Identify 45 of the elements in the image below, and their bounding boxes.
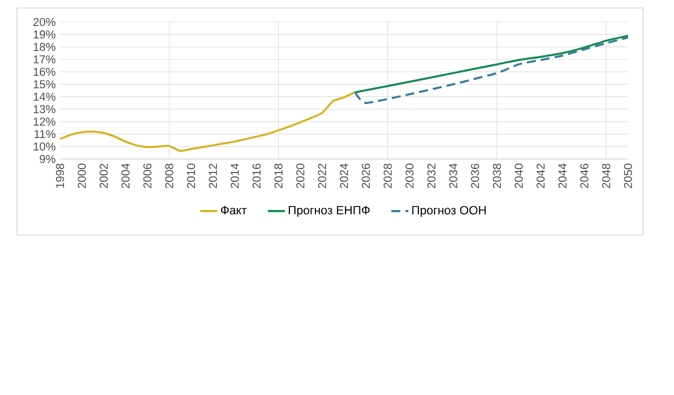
x-tick-label: 2012 <box>208 164 217 188</box>
x-tick-label: 2008 <box>165 164 174 188</box>
y-tick-label: 11% <box>34 130 56 138</box>
x-tick-label: 2022 <box>318 164 326 188</box>
legend-label: Факт <box>220 206 247 214</box>
y-tick-label: 20% <box>33 18 56 26</box>
x-tick-label: 2028 <box>384 164 392 188</box>
line-series <box>354 34 628 94</box>
x-tick-label: 2020 <box>296 164 304 188</box>
x-tick-label: 2030 <box>405 164 414 188</box>
y-tick-label: 14% <box>34 92 56 101</box>
legend-label: Прогноз ООН <box>412 206 486 217</box>
x-tick-label: 2032 <box>427 164 436 188</box>
x-tick-label: 2002 <box>100 164 108 188</box>
x-tick-label: 2040 <box>514 164 523 188</box>
y-tick-label: 15% <box>34 80 56 88</box>
x-tick-label: 2026 <box>362 164 370 188</box>
y-tick-label: 12% <box>34 118 56 126</box>
x-tick-label: 2050 <box>624 164 632 188</box>
x-tick-label: 2038 <box>492 164 501 188</box>
y-tick-label: 16% <box>34 68 56 76</box>
line-series <box>354 36 628 104</box>
y-tick-label: 18% <box>34 42 56 51</box>
line-series <box>60 91 356 152</box>
y-tick-label: 10% <box>34 142 56 151</box>
x-tick-label: 1998 <box>56 164 64 188</box>
x-tick-label: 2046 <box>580 164 588 188</box>
x-tick-label: 2004 <box>121 164 130 188</box>
x-tick-label: 2010 <box>187 164 196 188</box>
x-tick-label: 2018 <box>274 164 283 188</box>
y-tick-label: 17% <box>34 55 56 64</box>
x-tick-label: 2024 <box>340 164 348 188</box>
y-tick-label: 13% <box>34 105 56 114</box>
x-tick-label: 2034 <box>449 164 458 188</box>
x-tick-label: 2044 <box>558 164 567 188</box>
x-tick-label: 2042 <box>536 164 545 188</box>
x-tick-label: 2036 <box>471 164 480 188</box>
x-tick-label: 2048 <box>602 164 610 188</box>
x-tick-label: 2016 <box>252 164 261 188</box>
y-tick-label: 9% <box>40 154 56 164</box>
x-tick-label: 2000 <box>78 164 86 188</box>
x-tick-label: 2014 <box>230 164 239 188</box>
legend-label: Прогноз ЕНПФ <box>288 206 370 217</box>
x-tick-label: 2006 <box>143 164 152 188</box>
y-tick-label: 19% <box>34 30 56 39</box>
